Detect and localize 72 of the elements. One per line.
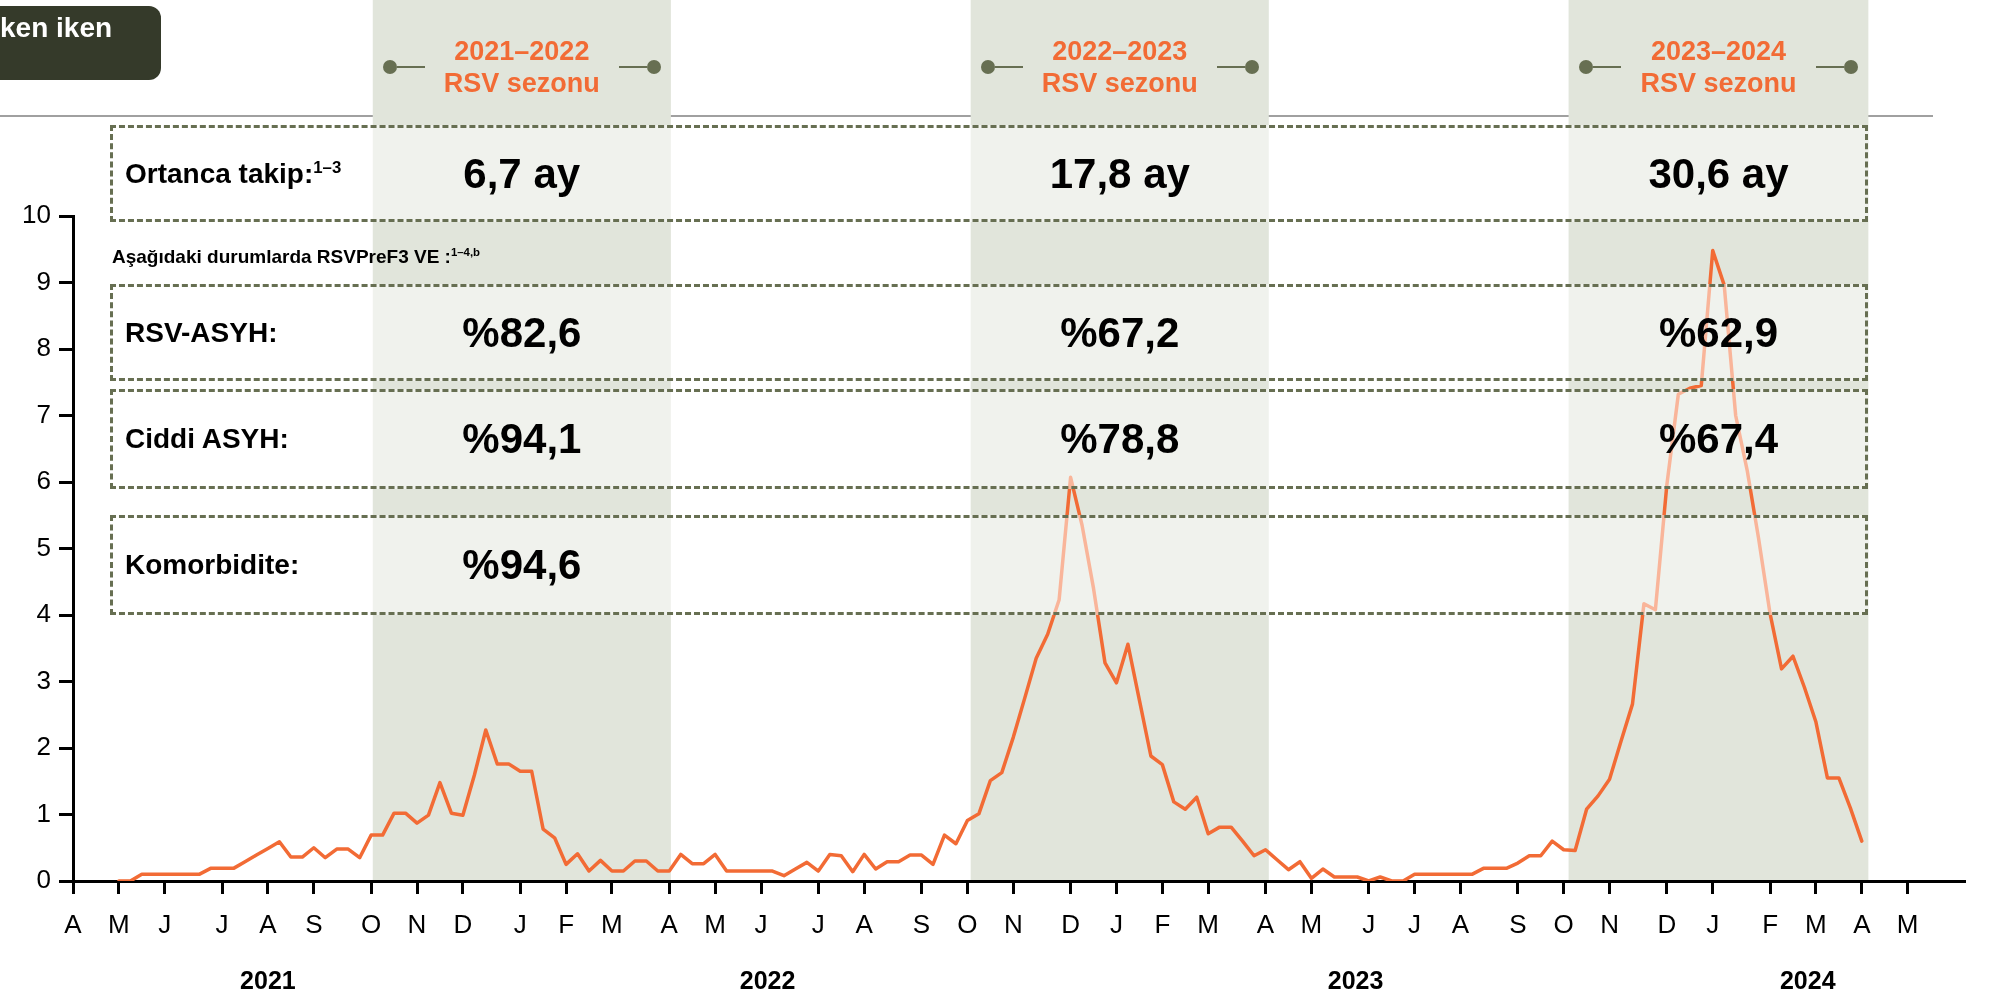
annotation: %78,8 <box>1060 415 1180 463</box>
x-tick-label: J <box>811 908 825 939</box>
x-tick-label: J <box>215 908 229 939</box>
x-tick-label: J <box>158 908 172 939</box>
y-tick-label: 4 <box>36 598 51 629</box>
x-tick-label: S <box>912 908 931 939</box>
text: ken iken <box>0 12 113 44</box>
x-tick-label: M <box>704 908 726 939</box>
annotation: Komorbidite: <box>125 549 300 581</box>
x-tick-label: O <box>1553 908 1574 939</box>
band-label: 2023–2024 RSV sezonu <box>1640 36 1797 99</box>
x-tick-label: J <box>1362 908 1376 939</box>
text: 17,8 ay <box>1049 149 1190 198</box>
annotation: %82,6 <box>462 308 582 357</box>
y-tick-label: 3 <box>36 664 51 695</box>
x-tick-label: J <box>754 908 768 939</box>
x-tick-label: S <box>305 908 323 939</box>
annotation: %94,6 <box>462 541 582 589</box>
x-tick-label: N <box>407 908 427 939</box>
x-tick-label: O <box>957 908 978 939</box>
x-tick-label: F <box>1762 908 1779 939</box>
band-label: 2022–2023 RSV sezonu <box>1041 36 1198 99</box>
x-tick-label: M <box>601 908 623 939</box>
x2-tick-label: 2022 <box>739 965 796 994</box>
text: 6,7 ay <box>463 149 581 198</box>
x-tick-label: M <box>108 908 130 939</box>
annotation: %67,2 <box>1060 308 1180 357</box>
x-tick-label: A <box>660 908 679 939</box>
x-tick-label: A <box>855 908 874 939</box>
x-tick-label: M <box>1300 908 1323 939</box>
y-tick-label: 10 <box>22 199 51 230</box>
x-tick-label: J <box>513 908 527 939</box>
x-tick-label: J <box>1706 908 1720 939</box>
x2-tick-label: 2024 <box>1779 965 1836 994</box>
x-tick-label: J <box>1408 908 1422 939</box>
annotation: %94,1 <box>462 415 582 463</box>
annotation: RSV-ASYH: <box>125 316 278 349</box>
y-tick-label: 9 <box>36 265 51 296</box>
x-tick-label: M <box>1896 908 1919 939</box>
y-tick-label: 8 <box>36 332 51 363</box>
x-tick-label: M <box>1805 908 1827 939</box>
x-tick-label: F <box>558 908 575 939</box>
y-tick-label: 6 <box>36 465 51 496</box>
y-tick-label: 0 <box>36 864 51 895</box>
x-tick-label: A <box>1256 908 1275 939</box>
x2-tick-label: 2021 <box>240 965 296 994</box>
annotation: %67,4 <box>1658 415 1779 463</box>
x-tick-label: M <box>1197 908 1220 939</box>
x2-tick-label: 2023 <box>1327 965 1384 994</box>
x-tick-label: D <box>453 908 473 939</box>
x-tick-label: N <box>1600 908 1619 939</box>
annotation: %62,9 <box>1658 308 1779 357</box>
x-tick-label: D <box>1061 908 1080 939</box>
annotation: Ciddi ASYH: <box>125 423 289 455</box>
x-tick-label: S <box>1509 908 1527 939</box>
x-tick-label: A <box>64 908 83 939</box>
x-tick-label: N <box>1003 908 1023 939</box>
x-tick-label: O <box>361 908 382 939</box>
y-tick-label: 1 <box>36 797 51 828</box>
band-label: 2021–2022 RSV sezonu <box>443 36 600 99</box>
y-tick-label: 2 <box>36 731 51 762</box>
y-tick-label: 5 <box>36 531 51 562</box>
x-tick-label: F <box>1154 908 1171 939</box>
x-tick-label: A <box>1451 908 1470 939</box>
text: Ortanca takip:$^{1–3}$ <box>125 157 342 190</box>
x-tick-label: D <box>1657 908 1677 939</box>
x-tick-label: A <box>1853 908 1872 939</box>
annotation: Aşağıdaki durumlarda RSVPreF3 VE :$^{1–4,b}$ <box>112 246 481 269</box>
text: 30,6 ay <box>1648 149 1789 198</box>
x-tick-label: A <box>259 908 278 939</box>
y-tick-label: 7 <box>36 398 51 429</box>
x-tick-label: J <box>1109 908 1123 939</box>
